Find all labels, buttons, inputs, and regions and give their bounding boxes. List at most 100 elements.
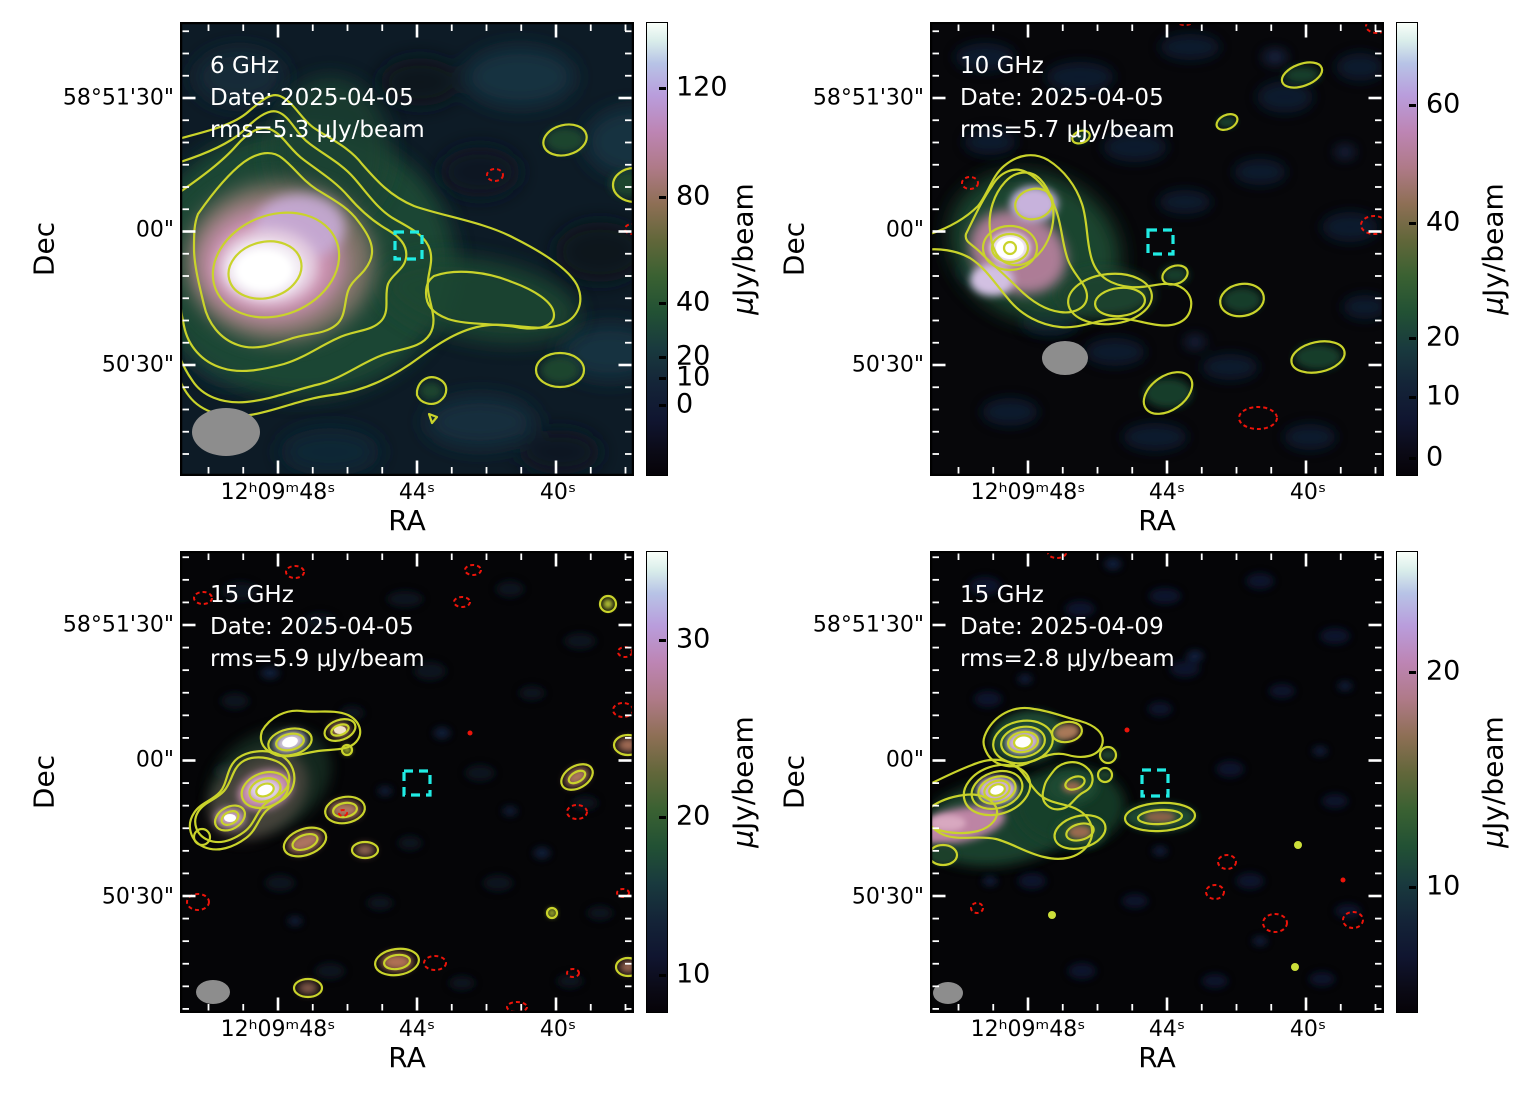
axis-ticks — [932, 24, 1382, 474]
panel-border — [180, 22, 634, 476]
colorbar-unit-label: μJy/beam — [726, 716, 760, 848]
map-panel-10ghz: 10 GHz Date: 2025-04-05 rms=5.7 μJy/beam — [930, 22, 1384, 476]
colorbar-unit-label: μJy/beam — [1476, 183, 1510, 315]
rms-label: rms=5.7 μJy/beam — [960, 117, 1175, 143]
panel-annotation: 10 GHz Date: 2025-04-05 rms=5.7 μJy/beam — [960, 50, 1175, 146]
map-panel-15ghz-a: 15 GHz Date: 2025-04-05 rms=5.9 μJy/beam — [180, 551, 634, 1013]
y-tick-label: 58°51'30" — [62, 85, 174, 111]
colorbar-tick-mark — [659, 816, 666, 819]
date-label: Date: 2025-04-05 — [210, 614, 414, 640]
target-marker-box — [393, 230, 424, 261]
x-tick-label: 40ˢ — [539, 1017, 577, 1042]
colorbar-tick-label: 20 — [676, 340, 711, 372]
positive-contours — [188, 594, 634, 999]
y-tick-label: 50'30" — [101, 352, 174, 378]
colorbar-tick-mark — [659, 404, 666, 407]
colorbar-tick-label: 20 — [1426, 655, 1461, 687]
x-tick-label: 40ˢ — [1289, 1017, 1327, 1042]
y-tick-label: 58°51'30" — [812, 85, 924, 111]
colorbar-tick-label: 10 — [676, 361, 711, 393]
date-label: Date: 2025-04-05 — [960, 85, 1164, 111]
beam-ellipse — [196, 980, 230, 1004]
positive-contours — [930, 706, 1197, 867]
rms-label: rms=5.9 μJy/beam — [210, 646, 425, 672]
x-tick-label: 12ʰ09ᵐ48ˢ — [220, 1017, 336, 1042]
colorbar-tick-mark — [1409, 886, 1416, 889]
y-tick-label: 50'30" — [851, 352, 924, 378]
x-tick-label: 12ʰ09ᵐ48ˢ — [220, 480, 336, 505]
colorbar-tick-label: 0 — [676, 388, 694, 420]
y-tick-label: 58°51'30" — [812, 612, 924, 638]
frequency-label: 10 GHz — [960, 53, 1044, 79]
colorbar-tick-label: 120 — [676, 71, 728, 103]
axis-ticks — [932, 553, 1382, 1011]
x-tick-label: 12ʰ09ᵐ48ˢ — [970, 480, 1086, 505]
colorbar-tick-label: 0 — [1426, 441, 1444, 473]
sky-map-10ghz — [930, 22, 1384, 476]
colorbar-tick-label: 10 — [1426, 380, 1461, 412]
colorbar-15ghz-a: 30 20 10 μJy/beam — [646, 551, 760, 1013]
map-panel-6ghz: 6 GHz Date: 2025-04-05 rms=5.3 μJy/beam — [180, 22, 634, 476]
y-tick-label: 00" — [885, 217, 924, 243]
colorbar-tick-label: 20 — [676, 800, 711, 832]
noise-texture — [969, 559, 1361, 988]
y-tick-label: 50'30" — [101, 884, 174, 910]
x-tick-label: 44ˢ — [398, 1017, 436, 1042]
colorbar-tick-mark — [659, 377, 666, 380]
beam-ellipse — [1042, 341, 1088, 375]
colorbar-tick-mark — [659, 196, 666, 199]
axis-ticks — [182, 24, 632, 474]
target-marker-box — [1140, 768, 1170, 798]
panel-border — [930, 22, 1384, 476]
frequency-label: 15 GHz — [210, 582, 294, 608]
sky-map-15ghz-a — [180, 551, 634, 1013]
colorbar-15ghz-b: 20 10 μJy/beam — [1396, 551, 1510, 1013]
colorbar-6ghz: 120 80 40 20 10 0 μJy/beam — [646, 22, 760, 476]
noise-texture — [955, 34, 1384, 451]
frequency-label: 15 GHz — [960, 582, 1044, 608]
y-tick-label: 00" — [885, 747, 924, 773]
colorbar-tick-mark — [659, 639, 666, 642]
colorbar-unit-label: μJy/beam — [1476, 716, 1510, 848]
colorbar-gradient — [1396, 22, 1418, 476]
beam-ellipse — [192, 408, 260, 456]
colorbar-tick-label: 30 — [676, 623, 711, 655]
x-axis-title: RA — [1138, 504, 1176, 537]
panel-annotation: 15 GHz Date: 2025-04-05 rms=5.9 μJy/beam — [210, 579, 425, 675]
beam-ellipse — [933, 982, 963, 1004]
colorbar-gradient — [1396, 551, 1418, 1013]
negative-contours — [970, 551, 1364, 933]
colorbar-tick-label: 40 — [1426, 206, 1461, 238]
panel-border — [180, 551, 634, 1013]
colorbar-tick-label: 20 — [1426, 321, 1461, 353]
colorbar-tick-label: 10 — [1426, 870, 1461, 902]
panel-annotation: 6 GHz Date: 2025-04-05 rms=5.3 μJy/beam — [210, 50, 425, 146]
colorbar-tick-label: 40 — [676, 286, 711, 318]
y-axis-title: Dec — [777, 221, 811, 277]
positive-contours — [930, 61, 1346, 415]
y-tick-label: 58°51'30" — [62, 612, 174, 638]
colorbar-tick-label: 60 — [1426, 88, 1461, 120]
x-tick-label: 44ˢ — [1148, 480, 1186, 505]
sky-map-15ghz-b — [930, 551, 1384, 1013]
target-marker-box — [1146, 228, 1175, 256]
x-tick-label: 12ʰ09ᵐ48ˢ — [970, 1017, 1086, 1042]
colorbar-tick-mark — [1409, 337, 1416, 340]
colorbar-tick-mark — [659, 302, 666, 305]
colorbar-tick-mark — [1409, 396, 1416, 399]
colorbar-tick-label: 80 — [676, 180, 711, 212]
colorbar-gradient — [646, 551, 668, 1013]
y-tick-label: 00" — [135, 217, 174, 243]
y-tick-label: 50'30" — [851, 884, 924, 910]
map-panel-15ghz-b: 15 GHz Date: 2025-04-09 rms=2.8 μJy/beam — [930, 551, 1384, 1013]
y-tick-label: 00" — [135, 747, 174, 773]
colorbar-unit-label: μJy/beam — [726, 183, 760, 315]
x-axis-title: RA — [388, 1041, 426, 1074]
rms-label: rms=2.8 μJy/beam — [960, 646, 1175, 672]
x-axis-title: RA — [1138, 1041, 1176, 1074]
y-axis-title: Dec — [27, 754, 61, 810]
noise-texture — [215, 581, 613, 990]
x-tick-label: 40ˢ — [1289, 480, 1327, 505]
x-tick-label: 40ˢ — [539, 480, 577, 505]
